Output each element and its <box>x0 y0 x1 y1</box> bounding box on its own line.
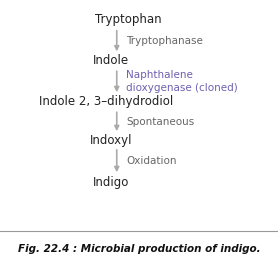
Text: Tryptophanase: Tryptophanase <box>126 36 203 46</box>
Text: Indoxyl: Indoxyl <box>90 134 132 147</box>
Text: Indigo: Indigo <box>93 176 129 189</box>
Text: Tryptophan: Tryptophan <box>95 13 161 26</box>
Text: Indole: Indole <box>93 54 129 67</box>
Text: Oxidation: Oxidation <box>126 156 177 166</box>
Text: Fig. 22.4 : Microbial production of indigo.: Fig. 22.4 : Microbial production of indi… <box>18 244 260 254</box>
Text: Indole 2, 3–dihydrodiol: Indole 2, 3–dihydrodiol <box>39 95 173 108</box>
Text: Spontaneous: Spontaneous <box>126 117 195 127</box>
Text: Naphthalene
dioxygenase (cloned): Naphthalene dioxygenase (cloned) <box>126 70 238 93</box>
